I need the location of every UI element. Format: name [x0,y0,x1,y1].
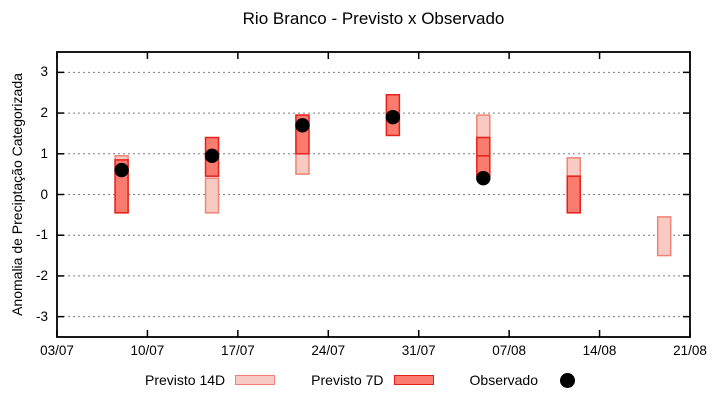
forecast-bar [476,136,491,177]
legend-item-previsto-14d: Previsto 14D [145,372,276,388]
observed-point [295,118,310,133]
forecast-bar [656,216,672,257]
observed-point [385,109,401,125]
forecast-bar [566,175,581,214]
legend-label-previsto-7d: Previsto 7D [311,372,384,388]
legend-item-previsto-7d: Previsto 7D [311,372,434,388]
legend-item-observado: Observado [470,372,575,388]
forecast-bar [204,177,220,214]
chart-title: Rio Branco - Previsto x Observado [242,9,505,28]
forecast-bar [476,114,491,139]
forecast-bar [566,157,581,177]
previsto-14d-swatch-icon [235,375,276,385]
observed-point [204,148,220,164]
observed-point [476,171,491,186]
legend-label-observado: Observado [469,372,538,388]
observado-dot-icon [560,372,575,388]
previsto-7d-swatch-icon [393,375,434,385]
observed-point [114,162,129,178]
legend-label-previsto-14d: Previsto 14D [145,372,226,388]
legend: Previsto 14D Previsto 7D Observado [0,367,720,393]
